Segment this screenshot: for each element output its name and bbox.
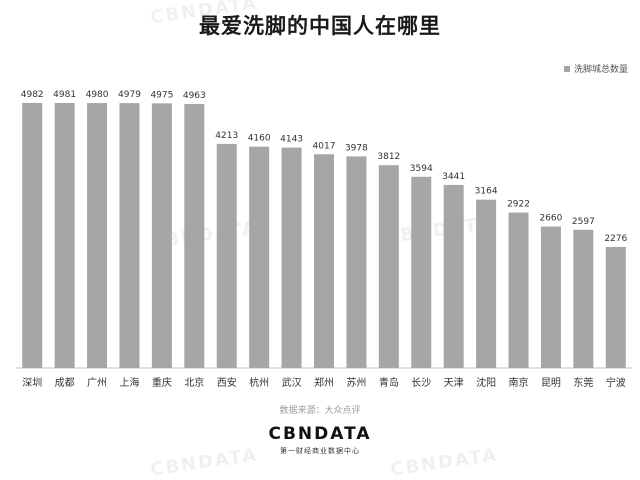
x-tick-label: 武汉: [282, 376, 302, 389]
data-label: 4213: [215, 131, 238, 141]
x-tick-label: 南京: [509, 376, 529, 389]
x-tick-label: 上海: [119, 376, 139, 389]
bar-广州: [87, 103, 108, 369]
data-label: 4963: [183, 91, 206, 101]
legend-swatch: [563, 65, 570, 72]
data-label: 3978: [345, 143, 368, 153]
bar-武汉: [281, 147, 302, 368]
bar-宁波: [605, 246, 626, 368]
x-tick-label: 天津: [444, 377, 464, 389]
bar-沈阳: [476, 199, 497, 368]
data-label: 4982: [21, 90, 44, 100]
bar-苏州: [346, 156, 367, 368]
logo-text: CBNDATA: [268, 424, 372, 444]
data-label: 2276: [604, 234, 627, 244]
bar-重庆: [151, 103, 172, 368]
x-tick-label: 北京: [184, 376, 204, 389]
data-label: 4981: [53, 90, 76, 100]
data-label: 2660: [539, 213, 562, 223]
bar-西安: [216, 143, 237, 368]
data-label: 3594: [410, 164, 433, 174]
legend-label: 洗脚城总数量: [573, 65, 628, 75]
bar-长沙: [411, 176, 432, 368]
x-tick-label: 西安: [217, 376, 237, 389]
x-tick-label: 东莞: [573, 376, 593, 389]
bar-昆明: [540, 226, 561, 368]
x-tick-label: 长沙: [411, 377, 431, 389]
data-label: 4017: [313, 141, 336, 151]
x-tick-label: 成都: [55, 377, 75, 389]
bar-成都: [54, 103, 75, 368]
bar-北京: [184, 103, 205, 369]
bar-郑州: [314, 154, 334, 368]
data-label: 4979: [118, 90, 141, 100]
bar-杭州: [249, 146, 270, 368]
x-tick-label: 杭州: [249, 376, 269, 389]
x-tick-label: 沈阳: [476, 376, 496, 389]
legend: 洗脚城总数量: [563, 62, 628, 75]
x-tick-label: 广州: [87, 377, 107, 389]
bar-青岛: [378, 165, 399, 368]
data-label: 4980: [86, 90, 109, 100]
data-label: 2597: [572, 217, 595, 227]
x-tick-label: 宁波: [606, 376, 626, 389]
data-label: 2922: [507, 200, 530, 210]
chart-title: 最爱洗脚的中国人在哪里: [199, 14, 441, 38]
brand-logo: CBNDATA 第一财经商业数据中心: [0, 424, 640, 456]
data-label: 4143: [280, 135, 303, 145]
x-tick-label: 郑州: [314, 376, 334, 389]
data-label: 3164: [475, 187, 498, 197]
x-tick-label: 深圳: [22, 377, 42, 389]
source-note: 数据来源：大众点评: [279, 406, 361, 416]
bar-上海: [119, 103, 140, 369]
data-label: 4975: [150, 90, 173, 100]
bar-深圳: [22, 102, 43, 368]
logo-subtitle: 第一财经商业数据中心: [280, 447, 360, 455]
x-tick-label: 昆明: [541, 377, 561, 389]
bar-天津: [443, 184, 464, 368]
bar-南京: [508, 212, 529, 368]
data-label: 3812: [377, 152, 400, 162]
x-tick-label: 苏州: [346, 376, 366, 389]
data-label: 4160: [248, 134, 271, 144]
bar-东莞: [573, 229, 594, 368]
x-tick-label: 青岛: [379, 376, 399, 389]
x-tick-label: 重庆: [152, 376, 172, 389]
data-label: 3441: [442, 172, 465, 182]
bar-chart: 4982 深圳 4981 成都 4980 广州 4979 上海 4975 重庆 4963 北京 4213…: [16, 90, 632, 389]
